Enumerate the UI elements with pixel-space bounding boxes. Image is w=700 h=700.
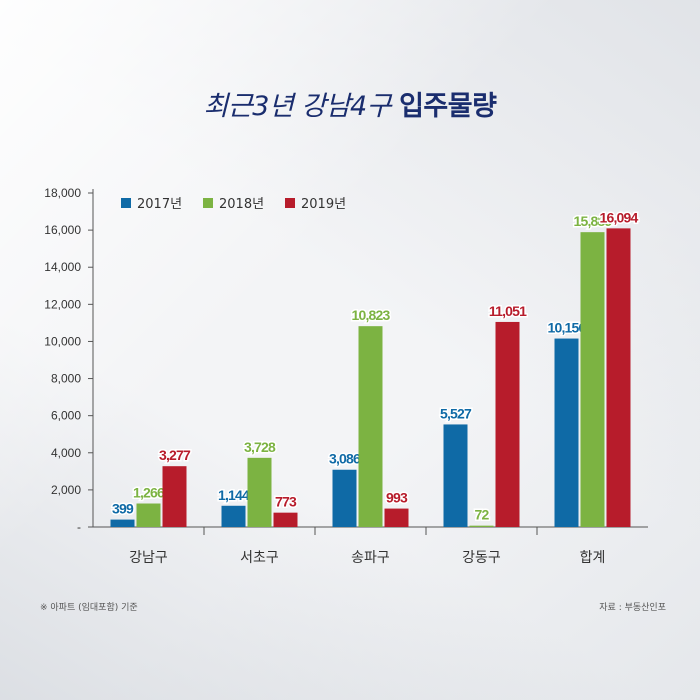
bar-2019년-강동구 xyxy=(495,321,520,527)
y-tick-label: - xyxy=(77,520,81,534)
y-tick-label: 2,000 xyxy=(51,483,81,497)
bar-2019년-강남구 xyxy=(162,466,187,527)
x-category-label: 강동구 xyxy=(462,550,501,566)
bar-2018년-강남구 xyxy=(136,503,161,527)
y-tick-label: 10,000 xyxy=(44,334,81,348)
title-part1: 최근3년 강남4구 xyxy=(203,91,392,122)
bar-2017년-강남구 xyxy=(110,519,135,527)
y-tick-label: 8,000 xyxy=(51,372,81,386)
legend-swatch xyxy=(121,198,131,208)
data-label: 993 xyxy=(386,490,408,506)
data-label: 1,144 xyxy=(218,487,250,503)
data-label: 10,156 xyxy=(547,320,586,336)
y-tick-label: 4,000 xyxy=(51,446,81,460)
data-label: 72 xyxy=(475,507,490,523)
x-category-label: 송파구 xyxy=(351,550,390,566)
bar-2018년-서초구 xyxy=(247,457,272,527)
data-label: 16,094 xyxy=(599,209,638,225)
data-label: 15,889 xyxy=(573,213,612,229)
legend-label: 2017년 xyxy=(137,197,182,212)
bar-2017년-송파구 xyxy=(332,469,357,527)
data-label: 5,527 xyxy=(440,405,472,421)
y-tick-label: 18,000 xyxy=(44,186,81,200)
data-label: 399 xyxy=(112,501,134,517)
y-tick-label: 16,000 xyxy=(44,223,81,237)
bar-2018년-합계 xyxy=(580,232,605,527)
chart-title: 최근3년 강남4구 입주물량 xyxy=(0,84,700,123)
bar-2017년-합계 xyxy=(554,338,579,527)
legend-label: 2019년 xyxy=(301,197,346,212)
legend-label: 2018년 xyxy=(219,197,264,212)
title-part2: 입주물량 xyxy=(399,91,497,122)
data-label: 3,728 xyxy=(244,439,276,455)
data-label: 3,086 xyxy=(329,451,361,467)
x-category-label: 합계 xyxy=(580,550,606,566)
x-category-label: 서초구 xyxy=(240,550,279,566)
data-label: 10,823 xyxy=(351,307,390,323)
y-tick-label: 14,000 xyxy=(44,260,81,274)
bar-2017년-서초구 xyxy=(221,505,246,527)
footnote-basis: ※ 아파트 (임대포함) 기준 xyxy=(40,603,138,613)
footnote-source: 자료 : 부동산인포 xyxy=(599,603,666,613)
bar-2019년-서초구 xyxy=(273,512,298,527)
y-tick-label: 12,000 xyxy=(44,297,81,311)
bar-2019년-합계 xyxy=(606,228,631,527)
bar-2019년-송파구 xyxy=(384,508,409,527)
legend-swatch xyxy=(203,198,213,208)
data-label: 11,051 xyxy=(489,303,527,319)
bar-2017년-강동구 xyxy=(443,424,468,527)
bar-2018년-강동구 xyxy=(469,525,494,527)
data-label: 3,277 xyxy=(159,447,191,463)
data-label: 773 xyxy=(275,494,297,510)
legend-swatch xyxy=(285,198,295,208)
y-tick-label: 6,000 xyxy=(51,409,81,423)
x-category-label: 강남구 xyxy=(129,550,168,566)
data-label: 1,266 xyxy=(133,485,165,501)
bar-2018년-송파구 xyxy=(358,326,383,527)
